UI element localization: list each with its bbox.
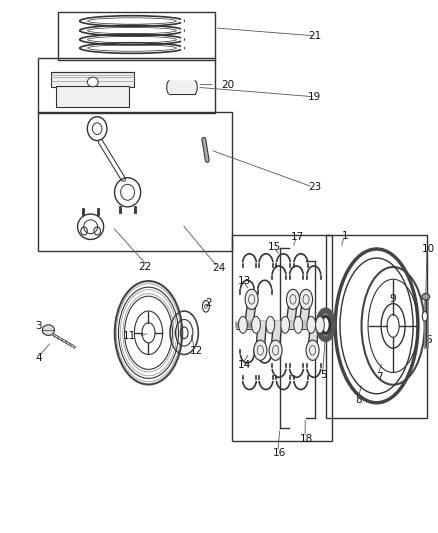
Text: 18: 18: [300, 434, 313, 444]
Text: 14: 14: [238, 360, 251, 369]
Ellipse shape: [193, 81, 197, 94]
Ellipse shape: [87, 77, 98, 87]
Text: 19: 19: [308, 92, 321, 102]
Text: 17: 17: [291, 232, 304, 243]
Ellipse shape: [300, 289, 313, 310]
Ellipse shape: [254, 340, 267, 360]
Text: 11: 11: [123, 332, 136, 342]
Text: 9: 9: [390, 294, 396, 304]
Text: 5: 5: [320, 370, 327, 379]
Ellipse shape: [318, 310, 333, 340]
Text: 1: 1: [342, 231, 349, 241]
Ellipse shape: [316, 317, 324, 333]
Ellipse shape: [281, 317, 290, 333]
Ellipse shape: [306, 340, 319, 360]
Text: 21: 21: [308, 31, 321, 41]
Text: 12: 12: [190, 346, 203, 357]
Bar: [325, 235, 427, 418]
Text: 24: 24: [212, 263, 226, 273]
Bar: [39, 112, 232, 251]
Ellipse shape: [307, 317, 316, 333]
Text: 13: 13: [238, 276, 251, 286]
Ellipse shape: [266, 317, 275, 333]
Ellipse shape: [239, 317, 247, 333]
Bar: [57, 86, 129, 108]
Bar: [51, 72, 134, 87]
Ellipse shape: [167, 81, 171, 94]
Ellipse shape: [269, 340, 282, 360]
Text: 7: 7: [376, 372, 382, 382]
Text: 20: 20: [221, 79, 234, 90]
Ellipse shape: [422, 312, 427, 321]
Ellipse shape: [42, 325, 54, 335]
Bar: [169, 81, 195, 94]
Ellipse shape: [286, 289, 300, 310]
Bar: [39, 58, 215, 113]
Bar: [58, 12, 215, 60]
Text: 10: 10: [421, 244, 434, 254]
Text: 22: 22: [138, 262, 152, 271]
Bar: [232, 235, 332, 441]
Ellipse shape: [321, 317, 330, 333]
Text: 15: 15: [268, 242, 281, 252]
Text: 3: 3: [35, 321, 42, 331]
Ellipse shape: [245, 289, 258, 310]
Text: 8: 8: [355, 395, 362, 405]
Text: 4: 4: [35, 353, 42, 363]
Text: 16: 16: [272, 448, 286, 458]
Text: 2: 2: [205, 297, 212, 308]
Ellipse shape: [252, 317, 260, 333]
Text: 23: 23: [308, 182, 321, 192]
Ellipse shape: [294, 317, 303, 333]
Ellipse shape: [422, 294, 430, 300]
Text: 6: 6: [425, 335, 432, 345]
